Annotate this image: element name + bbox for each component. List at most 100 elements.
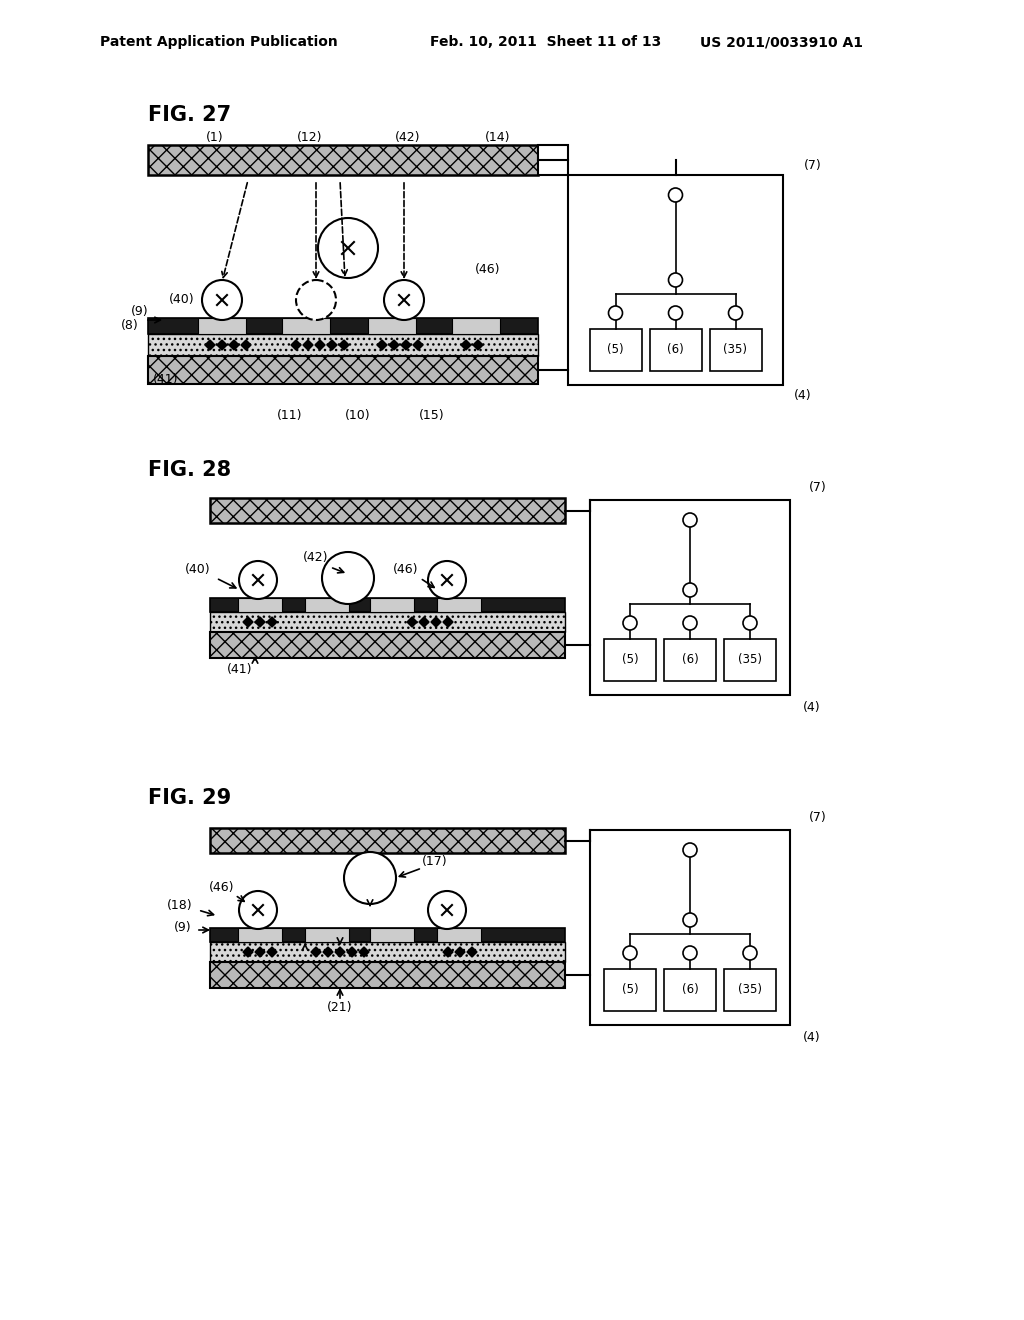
Bar <box>148 145 538 176</box>
Circle shape <box>623 616 637 630</box>
Text: (46): (46) <box>393 564 419 577</box>
Text: (12): (12) <box>297 132 323 144</box>
Circle shape <box>683 913 697 927</box>
Circle shape <box>322 552 374 605</box>
Circle shape <box>683 843 697 857</box>
Circle shape <box>683 513 697 527</box>
Polygon shape <box>327 341 337 350</box>
Polygon shape <box>347 946 357 957</box>
Circle shape <box>683 946 697 960</box>
Bar <box>604 969 656 1011</box>
Text: (21): (21) <box>328 1002 352 1015</box>
Text: (8): (8) <box>121 318 139 331</box>
Text: (6): (6) <box>682 983 698 997</box>
Text: (46): (46) <box>209 882 234 895</box>
Polygon shape <box>255 616 265 627</box>
Text: (40): (40) <box>169 293 195 306</box>
Circle shape <box>239 891 278 929</box>
Polygon shape <box>243 616 253 627</box>
Circle shape <box>344 851 396 904</box>
Text: Patent Application Publication: Patent Application Publication <box>100 36 338 49</box>
Bar <box>238 598 282 612</box>
Polygon shape <box>315 341 325 350</box>
Text: (7): (7) <box>804 158 822 172</box>
Circle shape <box>428 891 466 929</box>
Circle shape <box>683 583 697 597</box>
Text: (17): (17) <box>422 855 447 869</box>
Bar <box>437 598 481 612</box>
Bar <box>210 612 565 632</box>
Bar <box>437 928 481 942</box>
Text: (11): (11) <box>278 408 303 421</box>
Bar <box>210 828 565 853</box>
Text: Feb. 10, 2011  Sheet 11 of 13: Feb. 10, 2011 Sheet 11 of 13 <box>430 36 662 49</box>
Text: (6): (6) <box>682 653 698 667</box>
Text: (1): (1) <box>206 132 224 144</box>
Bar <box>370 928 414 942</box>
Text: (4): (4) <box>795 388 812 401</box>
Bar <box>210 962 565 987</box>
Text: (35): (35) <box>724 343 748 356</box>
Text: (7): (7) <box>809 812 826 825</box>
Text: (9): (9) <box>174 921 191 935</box>
Text: (41): (41) <box>154 374 179 387</box>
Bar <box>649 329 701 371</box>
Text: (14): (14) <box>485 132 511 144</box>
Text: (35): (35) <box>738 653 762 667</box>
Polygon shape <box>229 341 239 350</box>
Polygon shape <box>311 946 321 957</box>
Polygon shape <box>443 946 453 957</box>
Polygon shape <box>255 946 265 957</box>
Text: FIG. 28: FIG. 28 <box>148 459 231 480</box>
Text: (41): (41) <box>227 664 253 676</box>
Circle shape <box>743 616 757 630</box>
Bar <box>568 176 783 385</box>
Circle shape <box>239 561 278 599</box>
Text: (35): (35) <box>738 983 762 997</box>
Polygon shape <box>467 946 477 957</box>
Bar <box>724 969 776 1011</box>
Circle shape <box>202 280 242 319</box>
Circle shape <box>683 616 697 630</box>
Bar <box>664 969 716 1011</box>
Circle shape <box>318 218 378 279</box>
Circle shape <box>669 306 683 319</box>
Text: (46): (46) <box>475 264 501 276</box>
Text: US 2011/0033910 A1: US 2011/0033910 A1 <box>700 36 863 49</box>
Text: (6): (6) <box>667 343 684 356</box>
Text: (5): (5) <box>622 653 638 667</box>
Bar <box>452 318 500 334</box>
Polygon shape <box>267 616 278 627</box>
Polygon shape <box>473 341 483 350</box>
Bar <box>724 639 776 681</box>
Bar <box>305 928 349 942</box>
Circle shape <box>669 273 683 286</box>
Text: (4): (4) <box>803 1031 821 1044</box>
Bar <box>368 318 416 334</box>
Text: (7): (7) <box>809 482 826 495</box>
Polygon shape <box>359 946 369 957</box>
Polygon shape <box>267 946 278 957</box>
Bar <box>210 942 565 962</box>
Circle shape <box>296 280 336 319</box>
Text: (9): (9) <box>131 305 148 318</box>
Text: (42): (42) <box>395 132 421 144</box>
Bar <box>210 598 565 612</box>
Polygon shape <box>205 341 215 350</box>
Polygon shape <box>323 946 333 957</box>
Circle shape <box>608 306 623 319</box>
Polygon shape <box>335 946 345 957</box>
Polygon shape <box>443 616 453 627</box>
Bar <box>210 498 565 523</box>
Circle shape <box>623 946 637 960</box>
Polygon shape <box>413 341 423 350</box>
Polygon shape <box>419 616 429 627</box>
Bar <box>148 318 538 334</box>
Bar <box>590 500 790 696</box>
Text: FIG. 29: FIG. 29 <box>148 788 231 808</box>
Bar <box>148 334 538 356</box>
Bar <box>664 639 716 681</box>
Polygon shape <box>401 341 411 350</box>
Bar <box>604 639 656 681</box>
Circle shape <box>728 306 742 319</box>
